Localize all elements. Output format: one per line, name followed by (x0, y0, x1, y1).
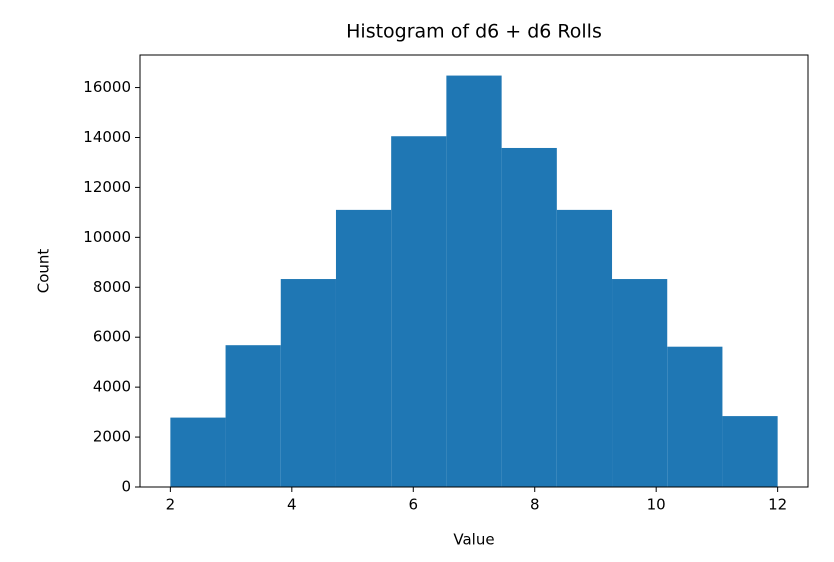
x-tick-label: 6 (408, 496, 418, 514)
x-tick-label: 12 (768, 496, 787, 514)
bar (170, 417, 226, 487)
y-axis-label: Count (35, 249, 53, 294)
y-tick-label: 4000 (93, 378, 131, 396)
x-tick-label: 10 (647, 496, 666, 514)
y-tick-label: 8000 (93, 278, 131, 296)
y-tick-label: 12000 (83, 178, 131, 196)
y-tick-label: 0 (121, 478, 131, 496)
x-axis-label: Value (453, 531, 494, 549)
bar (501, 147, 557, 487)
bar (446, 75, 502, 488)
y-tick-label: 16000 (83, 78, 131, 96)
bar (667, 346, 723, 487)
bar (225, 345, 281, 487)
bar (280, 279, 336, 487)
y-tick-label: 10000 (83, 228, 131, 246)
bar (391, 136, 447, 487)
x-tick-label: 8 (530, 496, 540, 514)
bar (612, 279, 668, 487)
y-tick-label: 6000 (93, 328, 131, 346)
axes-frame (139, 54, 809, 488)
x-tick-label: 4 (287, 496, 297, 514)
chart-title: Histogram of d6 + d6 Rolls (346, 21, 602, 43)
y-tick-label: 14000 (83, 128, 131, 146)
x-tick-label: 2 (166, 496, 176, 514)
bar (556, 209, 613, 487)
bar (722, 416, 778, 487)
bar (335, 209, 392, 487)
y-tick-label: 2000 (93, 428, 131, 446)
